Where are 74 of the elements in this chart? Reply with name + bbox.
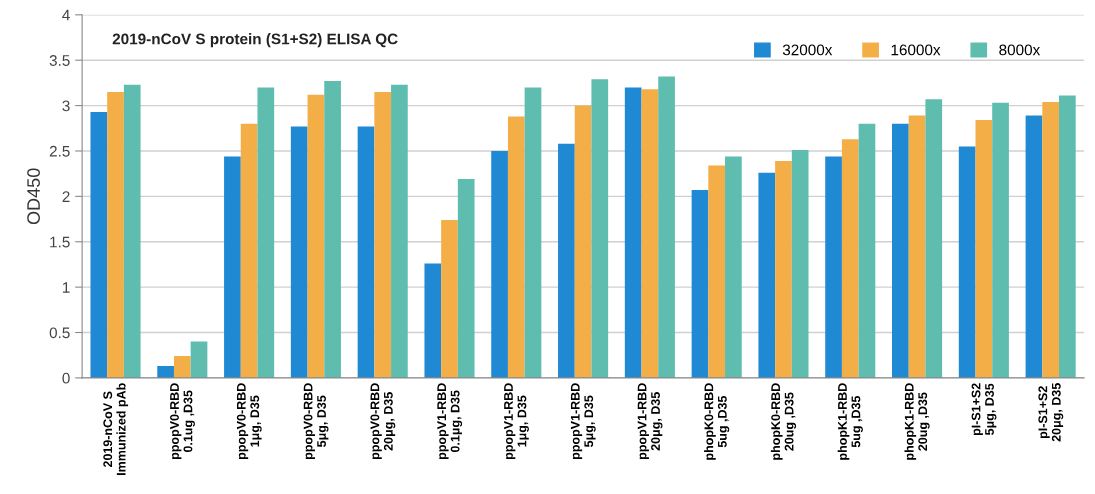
bar xyxy=(641,89,659,378)
bar xyxy=(892,123,909,378)
y-tick-label: 2 xyxy=(62,191,70,202)
x-tick-label: ppopV1-RBD 5μg, D35 xyxy=(570,383,596,460)
bar xyxy=(290,126,308,378)
bar xyxy=(441,219,458,378)
bar xyxy=(157,366,174,378)
bar xyxy=(791,150,809,378)
text: 2019-nCoV S protein (S1+S2) ELISA QC xyxy=(112,33,398,48)
bar xyxy=(374,91,392,378)
bar xyxy=(658,76,675,378)
x-tick-label: phopK1-RBD 20ug ,D35 xyxy=(904,383,930,460)
bar xyxy=(90,111,108,378)
x-tick-label: ppopV0-RBD 1μg, D35 xyxy=(236,383,262,460)
bar xyxy=(507,116,525,378)
bar xyxy=(307,94,325,378)
bar xyxy=(992,102,1009,378)
x-tick-label: phopK1-RBD 5ug ,D35 xyxy=(837,383,863,460)
bar xyxy=(908,115,926,378)
bar xyxy=(858,123,876,378)
x-tick-label: ppopV1-RBD 20μg, D35 xyxy=(637,383,663,460)
bar xyxy=(841,139,859,378)
y-tick-label: 1 xyxy=(62,282,70,293)
x-tick-label: pI-S1+S2 20μg, D35 xyxy=(1038,383,1064,442)
legend-label: 8000x xyxy=(999,44,1041,56)
bar xyxy=(591,79,609,378)
x-tick-label: ppopV0-RBD 20μg, D35 xyxy=(370,383,396,460)
bar xyxy=(825,156,842,378)
bar xyxy=(708,165,726,378)
y-tick-label: 4 xyxy=(62,9,70,21)
x-tick-label: phopK0-RBD 5ug ,D35 xyxy=(704,383,730,460)
bar xyxy=(457,179,475,378)
bar xyxy=(691,190,709,378)
bar xyxy=(190,341,208,378)
legend-label: 16000x xyxy=(891,44,941,56)
bar xyxy=(491,150,508,378)
bar xyxy=(173,356,191,378)
x-tick-label: ppopV1-RBD 1μg, D35 xyxy=(504,383,529,460)
bar xyxy=(524,87,542,378)
bar xyxy=(257,87,275,378)
x-tick-label: pI-S1+S2 5μg, D35 xyxy=(971,383,997,436)
y-tick-label: 0.5 xyxy=(49,327,70,339)
x-tick-label: ppopV0-RBD 5μg, D35 xyxy=(303,383,329,460)
bar xyxy=(324,81,341,378)
y-tick-label: 0 xyxy=(62,372,70,384)
bar xyxy=(558,143,575,378)
bar xyxy=(240,123,258,378)
bar xyxy=(357,126,375,378)
y-tick-label: 1.5 xyxy=(50,236,70,248)
bar xyxy=(107,91,124,378)
bar xyxy=(758,172,776,378)
x-tick-label: ppopV1-RBD 0.1μg, D35 xyxy=(437,383,463,460)
bar xyxy=(1025,115,1043,378)
y-tick-label: 3 xyxy=(62,100,70,112)
bar xyxy=(574,105,592,378)
bar xyxy=(1059,95,1076,378)
bar xyxy=(624,87,642,378)
bar xyxy=(1042,101,1059,378)
x-tick-label: phopK0-RBD 20ug ,D35 xyxy=(770,383,797,460)
bar xyxy=(123,84,141,378)
bar xyxy=(725,156,742,378)
x-tick-label: 2019-nCoV S Immunized pAb xyxy=(103,383,129,475)
y-tick-label: 2.5 xyxy=(49,145,70,157)
legend-label: 32000x xyxy=(782,44,833,56)
bar xyxy=(925,99,943,378)
bar xyxy=(424,263,442,378)
bar xyxy=(391,84,408,378)
y-axis-title: OD450 xyxy=(27,168,40,225)
bar xyxy=(975,120,993,378)
bar xyxy=(224,156,241,378)
y-tick-label: 3.5 xyxy=(49,55,70,66)
bar xyxy=(775,160,792,378)
bar xyxy=(958,146,976,378)
x-tick-label: ppopV0-RBD 0.1ug ,D35 xyxy=(170,383,195,460)
